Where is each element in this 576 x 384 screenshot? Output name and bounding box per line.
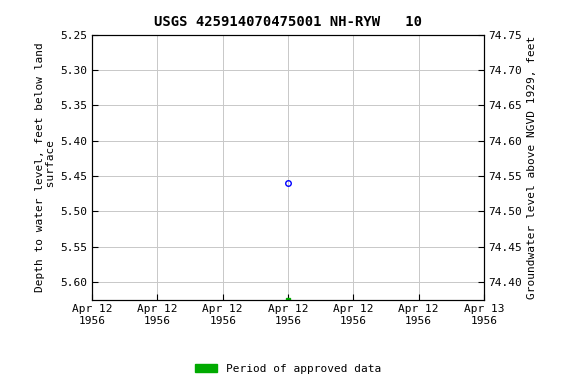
Title: USGS 425914070475001 NH-RYW   10: USGS 425914070475001 NH-RYW 10 [154, 15, 422, 29]
Y-axis label: Groundwater level above NGVD 1929, feet: Groundwater level above NGVD 1929, feet [526, 35, 537, 299]
Y-axis label: Depth to water level, feet below land
 surface: Depth to water level, feet below land su… [35, 42, 56, 292]
Legend: Period of approved data: Period of approved data [191, 359, 385, 379]
